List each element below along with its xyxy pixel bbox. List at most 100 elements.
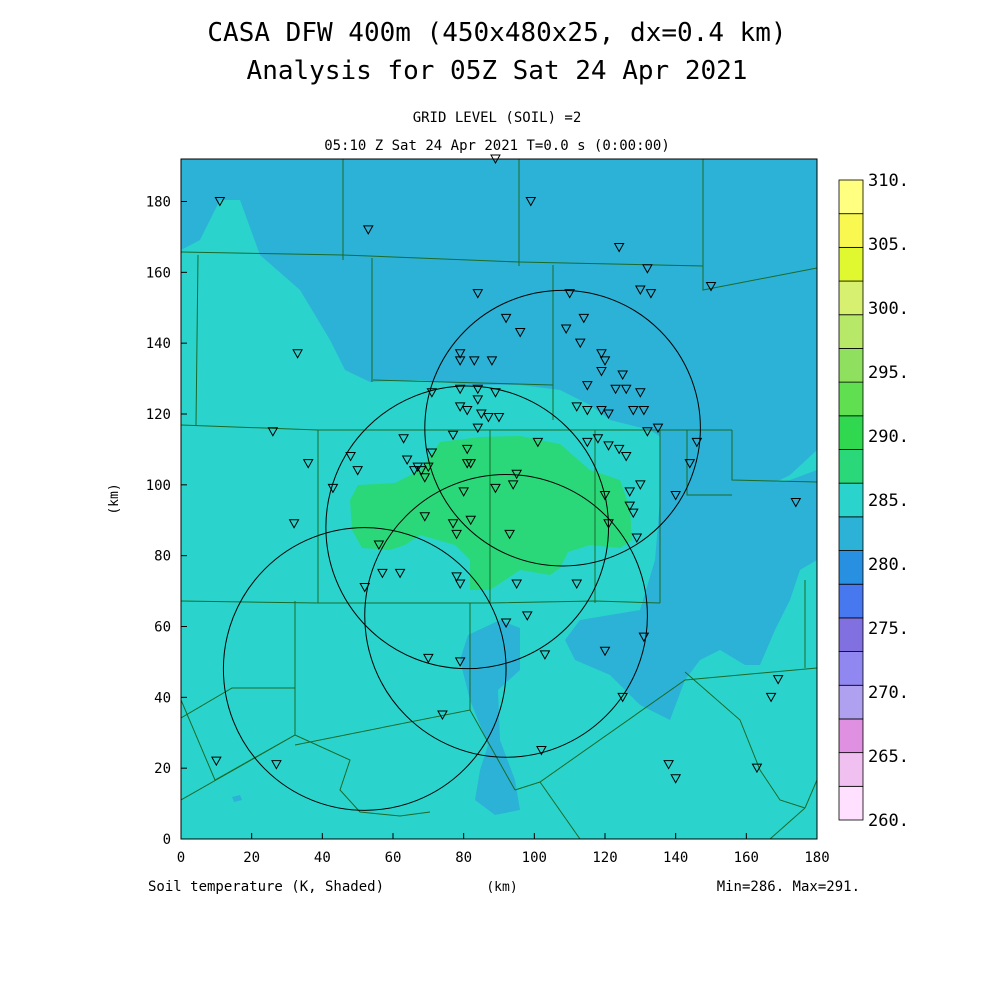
station-marker [437, 710, 448, 721]
field-label: Soil temperature (K, Shaded) [148, 879, 384, 895]
station-marker [465, 459, 477, 469]
colorbar-label: 290. [868, 427, 909, 447]
station-marker [610, 384, 621, 395]
station-marker [504, 529, 515, 540]
station-marker [539, 650, 551, 660]
plot-frame [180, 158, 818, 840]
station-marker [751, 763, 763, 774]
station-marker [472, 423, 484, 434]
colorbar-swatch [838, 550, 864, 585]
station-marker [525, 197, 537, 207]
x-tick-label: 180 [804, 850, 829, 866]
station-marker [634, 480, 646, 490]
colorbar: 260. 265. 270. 275. 280. 285. 290. 295. 300. 305.… [838, 171, 909, 831]
colorbar-swatch [838, 280, 864, 316]
station-marker [596, 367, 607, 377]
colorbar-swatch [838, 516, 864, 551]
radar-ring-1 [424, 289, 701, 567]
x-tick-label: 20 [243, 850, 260, 866]
x-tick-label: 0 [177, 850, 185, 866]
station-marker [507, 480, 519, 490]
station-marker [581, 405, 593, 416]
station-marker [454, 384, 466, 395]
station-marker [634, 285, 646, 296]
station-marker [624, 487, 636, 497]
radar-ring-4 [222, 527, 507, 811]
station-marker [292, 349, 303, 359]
colorbar-label: 270. [868, 683, 909, 703]
station-marker [401, 455, 413, 466]
station-marker [613, 243, 625, 253]
station-marker [451, 529, 462, 540]
colorbar-label: 265. [868, 747, 909, 767]
radar-ring-3 [364, 474, 648, 758]
station-marker [642, 427, 653, 437]
colorbar-label: 310. [868, 171, 909, 191]
station-marker [458, 487, 470, 497]
station-marker [490, 483, 501, 494]
station-marker [419, 473, 431, 483]
y-tick-label: 100 [146, 478, 171, 494]
x-tick-label: 120 [592, 850, 617, 866]
station-marker [599, 356, 611, 366]
station-marker [302, 459, 314, 469]
station-marker [596, 349, 607, 359]
cool-region-east [565, 430, 817, 720]
station-marker [571, 579, 583, 590]
station-marker [394, 568, 406, 579]
station-marker [454, 657, 466, 667]
station-marker [454, 349, 466, 359]
station-marker [532, 437, 544, 448]
station-marker [634, 388, 646, 398]
station-marker [560, 324, 572, 335]
station-marker [578, 313, 590, 324]
chart-title-line1: CASA DFW 400m (450x480x25, dx=0.4 km) [207, 18, 786, 48]
y-tick-label: 180 [146, 195, 171, 211]
station-marker [426, 388, 438, 398]
station-marker [210, 756, 222, 767]
colorbar-swatch [838, 684, 864, 720]
station-marker [536, 745, 547, 756]
colorbar-label: 285. [868, 491, 909, 511]
y-tick-label: 40 [154, 690, 171, 706]
station-marker [511, 579, 523, 590]
station-marker [613, 444, 625, 455]
station-marker [214, 197, 226, 207]
station-marker [631, 533, 643, 543]
station-marker [500, 618, 512, 628]
colorbar-swatch [838, 482, 864, 518]
station-marker [514, 328, 526, 338]
y-tick-label: 120 [146, 407, 171, 423]
y-tick-label: 0 [163, 832, 171, 848]
station-marker [490, 388, 501, 398]
station-marker [419, 512, 431, 522]
colorbar-swatch [838, 348, 864, 383]
station-marker [638, 632, 650, 643]
station-marker [472, 289, 484, 299]
station-marker [472, 395, 484, 405]
station-marker [564, 289, 576, 299]
station-marker [620, 452, 632, 462]
grid-level-label: GRID LEVEL (SOIL) =2 [413, 110, 582, 126]
station-marker [627, 508, 639, 519]
station-marker [772, 675, 784, 685]
station-marker [765, 692, 777, 703]
colorbar-swatch [838, 246, 864, 282]
x-tick-label: 100 [522, 850, 547, 866]
x-tick-label: 80 [455, 850, 472, 866]
chart-title-line2: Analysis for 05Z Sat 24 Apr 2021 [247, 56, 748, 86]
y-tick-label: 60 [154, 620, 171, 636]
station-marker [422, 462, 434, 473]
station-marker [267, 427, 279, 437]
colorbar-swatch [838, 179, 864, 215]
colorbar-label: 280. [868, 555, 909, 575]
colorbar-label: 260. [868, 811, 909, 831]
cool-region-north [181, 159, 817, 490]
colorbar-swatch [838, 415, 864, 450]
station-marker [454, 356, 466, 366]
station-marker [663, 760, 674, 770]
station-marker [465, 515, 477, 526]
station-marker [670, 774, 682, 784]
y-axis-label: (km) [107, 483, 122, 514]
station-marker [603, 409, 614, 420]
